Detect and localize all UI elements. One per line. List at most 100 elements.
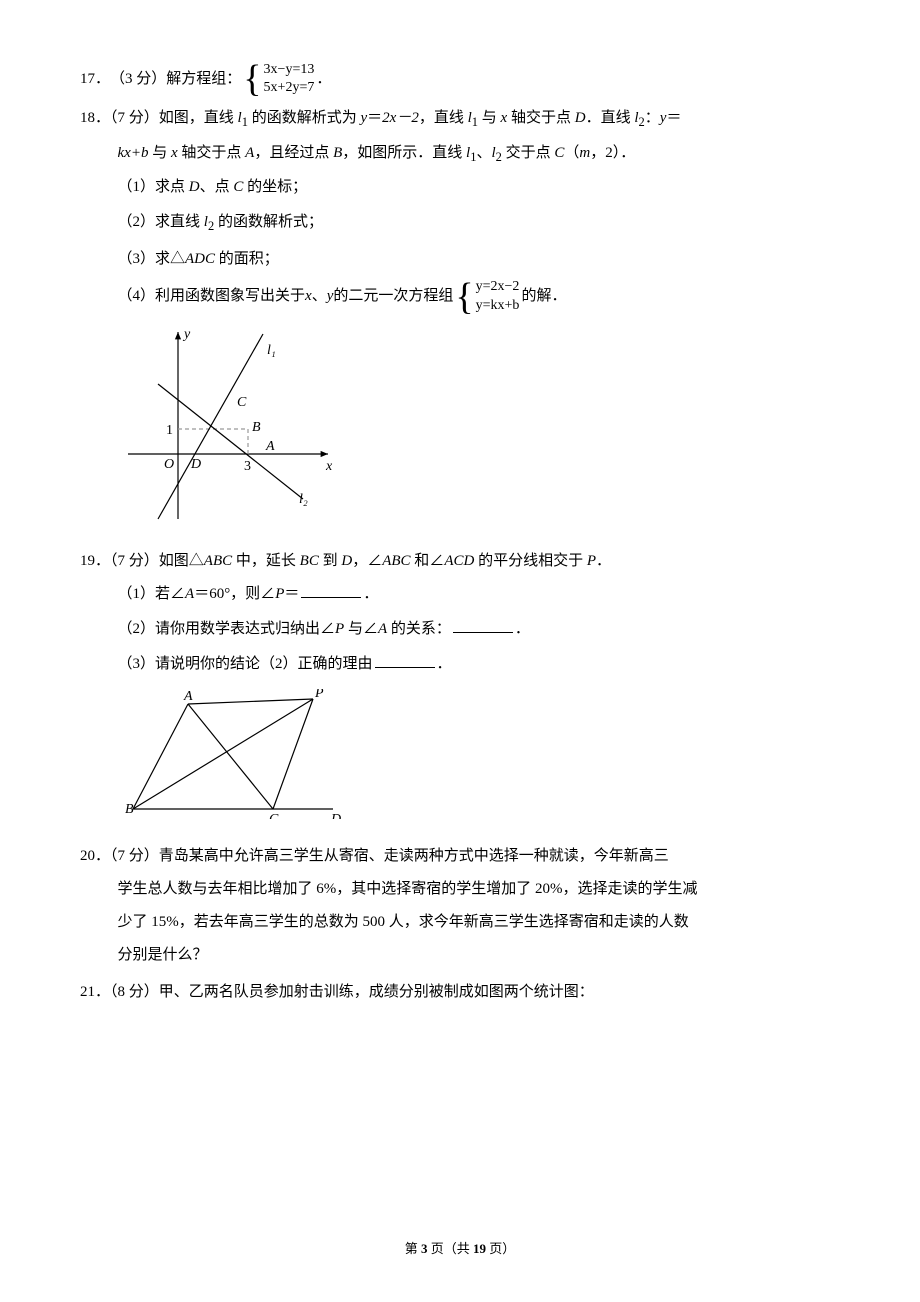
- angle-P: P: [275, 586, 284, 602]
- period: ．: [316, 63, 331, 96]
- point-P: P: [587, 553, 596, 569]
- text: ，2）．: [590, 145, 635, 161]
- text: 交于点: [502, 145, 555, 161]
- left-brace-icon: {: [243, 60, 261, 98]
- problem-number: 18．: [80, 110, 110, 126]
- footer-text: 页（共: [427, 1241, 473, 1256]
- point-D: D: [341, 553, 352, 569]
- text: （1）若∠: [118, 586, 186, 602]
- var-x: x: [305, 280, 312, 313]
- point-C: C: [554, 145, 564, 161]
- text: 、: [476, 145, 491, 161]
- problem-18-q1: （1）求点 D、点 C 的坐标；: [80, 171, 840, 204]
- problem-21: 21．（8 分）甲、乙两名队员参加射击训练，成绩分别被制成如图两个统计图：: [80, 976, 840, 1009]
- problem-17: 17． （3 分） 解方程组： { 3x−y=13 5x+2y=7 ．: [80, 60, 840, 98]
- text: 和∠: [411, 553, 445, 569]
- equals: ＝: [367, 110, 382, 126]
- text: （1）求点: [118, 179, 189, 195]
- svg-text:P: P: [314, 689, 324, 701]
- expr: 2x－2: [382, 110, 419, 126]
- svg-text:l₁: l₁: [267, 343, 276, 358]
- svg-text:B: B: [252, 420, 261, 435]
- angle-A: A: [378, 621, 387, 637]
- fill-blank: [301, 583, 361, 598]
- text: 的关系：: [387, 621, 451, 637]
- fill-blank: [453, 618, 513, 633]
- text: ，直线: [419, 110, 468, 126]
- problem-19-q3: （3）请说明你的结论（2）正确的理由．: [80, 648, 840, 681]
- problem-18-q3: （3）求△ADC 的面积；: [80, 243, 840, 276]
- text: ．: [363, 586, 378, 602]
- problem-points: （3 分）: [110, 63, 166, 96]
- problem-18-q4: （4）利用函数图象写出关于 x、y 的二元一次方程组 { y=2x−2 y=kx…: [80, 278, 840, 316]
- problem-points: （8 分）: [110, 984, 159, 1000]
- var-y: y: [327, 280, 334, 313]
- text: 如图，直线: [159, 110, 238, 126]
- problem-19: 19．（7 分）如图△ABC 中，延长 BC 到 D，∠ABC 和∠ACD 的平…: [80, 545, 840, 832]
- angle-P: P: [335, 621, 344, 637]
- text: ＝: [284, 586, 299, 602]
- problem-20-line4: 分别是什么？: [80, 939, 840, 972]
- text: 、: [312, 280, 327, 313]
- equals: ＝: [666, 110, 681, 126]
- fill-blank: [375, 653, 435, 668]
- problem-20-line3: 少了 15%，若去年高三学生的总数为 500 人，求今年新高三学生选择寄宿和走读…: [80, 906, 840, 939]
- text: 如图△: [159, 553, 204, 569]
- point-B: B: [333, 145, 342, 161]
- text: ．: [596, 553, 611, 569]
- left-brace-icon: {: [455, 278, 473, 316]
- segment-BC: BC: [300, 553, 319, 569]
- problem-20: 20．（7 分）青岛某高中允许高三学生从寄宿、走读两种方式中选择一种就读，今年新…: [80, 840, 840, 972]
- eq-line-1: 3x−y=13: [264, 61, 315, 79]
- triangle-ADC: ADC: [185, 251, 215, 267]
- problem-19-figure: ABCDP: [118, 689, 841, 832]
- text: ，且经过点: [254, 145, 333, 161]
- var-x: x: [171, 145, 178, 161]
- angle-ABC: ABC: [382, 553, 410, 569]
- svg-text:l₂: l₂: [299, 492, 308, 507]
- page-total: 19: [473, 1241, 486, 1256]
- svg-text:O: O: [164, 457, 174, 472]
- problem-points: （7 分）: [110, 553, 159, 569]
- point-C: C: [233, 179, 243, 195]
- svg-text:x: x: [325, 459, 333, 474]
- text: ．: [515, 621, 530, 637]
- equation-system: { 3x−y=13 5x+2y=7: [243, 60, 314, 98]
- problem-points: （7 分）: [110, 848, 159, 864]
- eq-line-2: y=kx+b: [476, 297, 520, 315]
- problem-20-line1: 20．（7 分）青岛某高中允许高三学生从寄宿、走读两种方式中选择一种就读，今年新…: [80, 840, 840, 873]
- equation-system: { y=2x−2 y=kx+b: [455, 278, 519, 316]
- text: 的二元一次方程组: [333, 280, 453, 313]
- text: 的函数解析式；: [214, 214, 323, 230]
- problem-19-q2: （2）请你用数学表达式归纳出∠P 与∠A 的关系：．: [80, 613, 840, 646]
- problem-number: 17．: [80, 63, 110, 96]
- svg-text:D: D: [330, 812, 341, 819]
- expr: kx+b: [118, 145, 149, 161]
- text: 轴交于点: [507, 110, 575, 126]
- svg-text:C: C: [237, 395, 247, 410]
- problem-points: （7 分）: [110, 110, 159, 126]
- var-m: m: [579, 145, 590, 161]
- page-footer: 第 3 页（共 19 页）: [0, 1235, 920, 1264]
- footer-text: 页）: [486, 1241, 515, 1256]
- svg-text:A: A: [183, 689, 193, 704]
- text: ，如图所示．直线: [342, 145, 466, 161]
- point-D: D: [575, 110, 586, 126]
- problem-number: 19．: [80, 553, 110, 569]
- text: 的解．: [521, 280, 566, 313]
- triangle-ABC: ABC: [204, 553, 232, 569]
- svg-text:B: B: [125, 802, 134, 817]
- problem-18-q2: （2）求直线 l2 的函数解析式；: [80, 206, 840, 241]
- text: ．直线: [586, 110, 635, 126]
- text: 的面积；: [215, 251, 279, 267]
- text: 轴交于点: [178, 145, 246, 161]
- eq-line-2: 5x+2y=7: [264, 79, 315, 97]
- svg-text:3: 3: [244, 459, 251, 474]
- triangle-diagram: ABCDP: [118, 689, 358, 819]
- problem-19-q1: （1）若∠A＝60°，则∠P＝．: [80, 578, 840, 611]
- point-D: D: [189, 179, 200, 195]
- angle-ACD: ACD: [444, 553, 474, 569]
- svg-text:D: D: [190, 457, 201, 472]
- text: 甲、乙两名队员参加射击训练，成绩分别被制成如图两个统计图：: [159, 984, 594, 1000]
- footer-text: 第: [405, 1241, 421, 1256]
